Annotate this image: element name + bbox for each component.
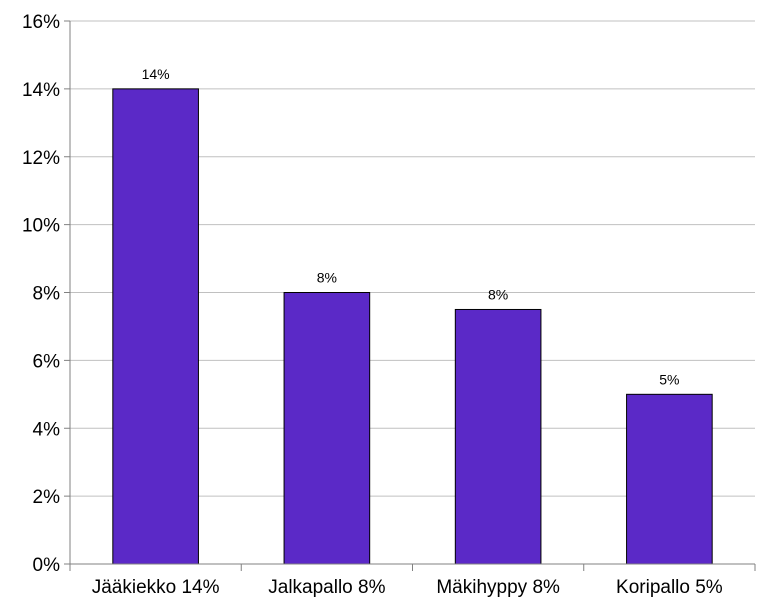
data-label: 14%: [142, 66, 170, 82]
y-tick-label: 6%: [33, 351, 61, 372]
y-tick-label: 14%: [22, 80, 60, 101]
bar: [283, 292, 371, 565]
y-tick-label: 10%: [22, 216, 60, 237]
y-tick-label: 4%: [33, 419, 61, 440]
y-tick-label: 12%: [22, 148, 60, 169]
data-label: 8%: [488, 286, 508, 302]
data-label: 5%: [659, 371, 679, 387]
y-tick-label: 0%: [33, 555, 61, 576]
bar: [112, 88, 199, 565]
y-tick-label: 2%: [33, 487, 61, 508]
y-tick-label: 16%: [22, 12, 60, 33]
x-tick-label: Mäkihyppy 8%: [436, 577, 560, 598]
x-tick-label: Koripallo 5%: [616, 577, 723, 598]
y-axis-ticks: 0% 2% 4% 6% 8% 10% 12% 14% 16%: [22, 12, 70, 576]
x-axis-ticks: Jääkiekko 14% Jalkapallo 8% Mäkihyppy 8% Ko…: [69, 564, 756, 598]
y-tick-label: 8%: [33, 284, 61, 305]
bars: 14% 8% 8% 5%: [112, 66, 713, 565]
x-tick-label: Jääkiekko 14%: [92, 577, 220, 598]
x-tick-label: Jalkapallo 8%: [268, 577, 385, 598]
data-label: 8%: [317, 270, 337, 286]
bar: [626, 393, 713, 565]
bar: [454, 308, 542, 565]
